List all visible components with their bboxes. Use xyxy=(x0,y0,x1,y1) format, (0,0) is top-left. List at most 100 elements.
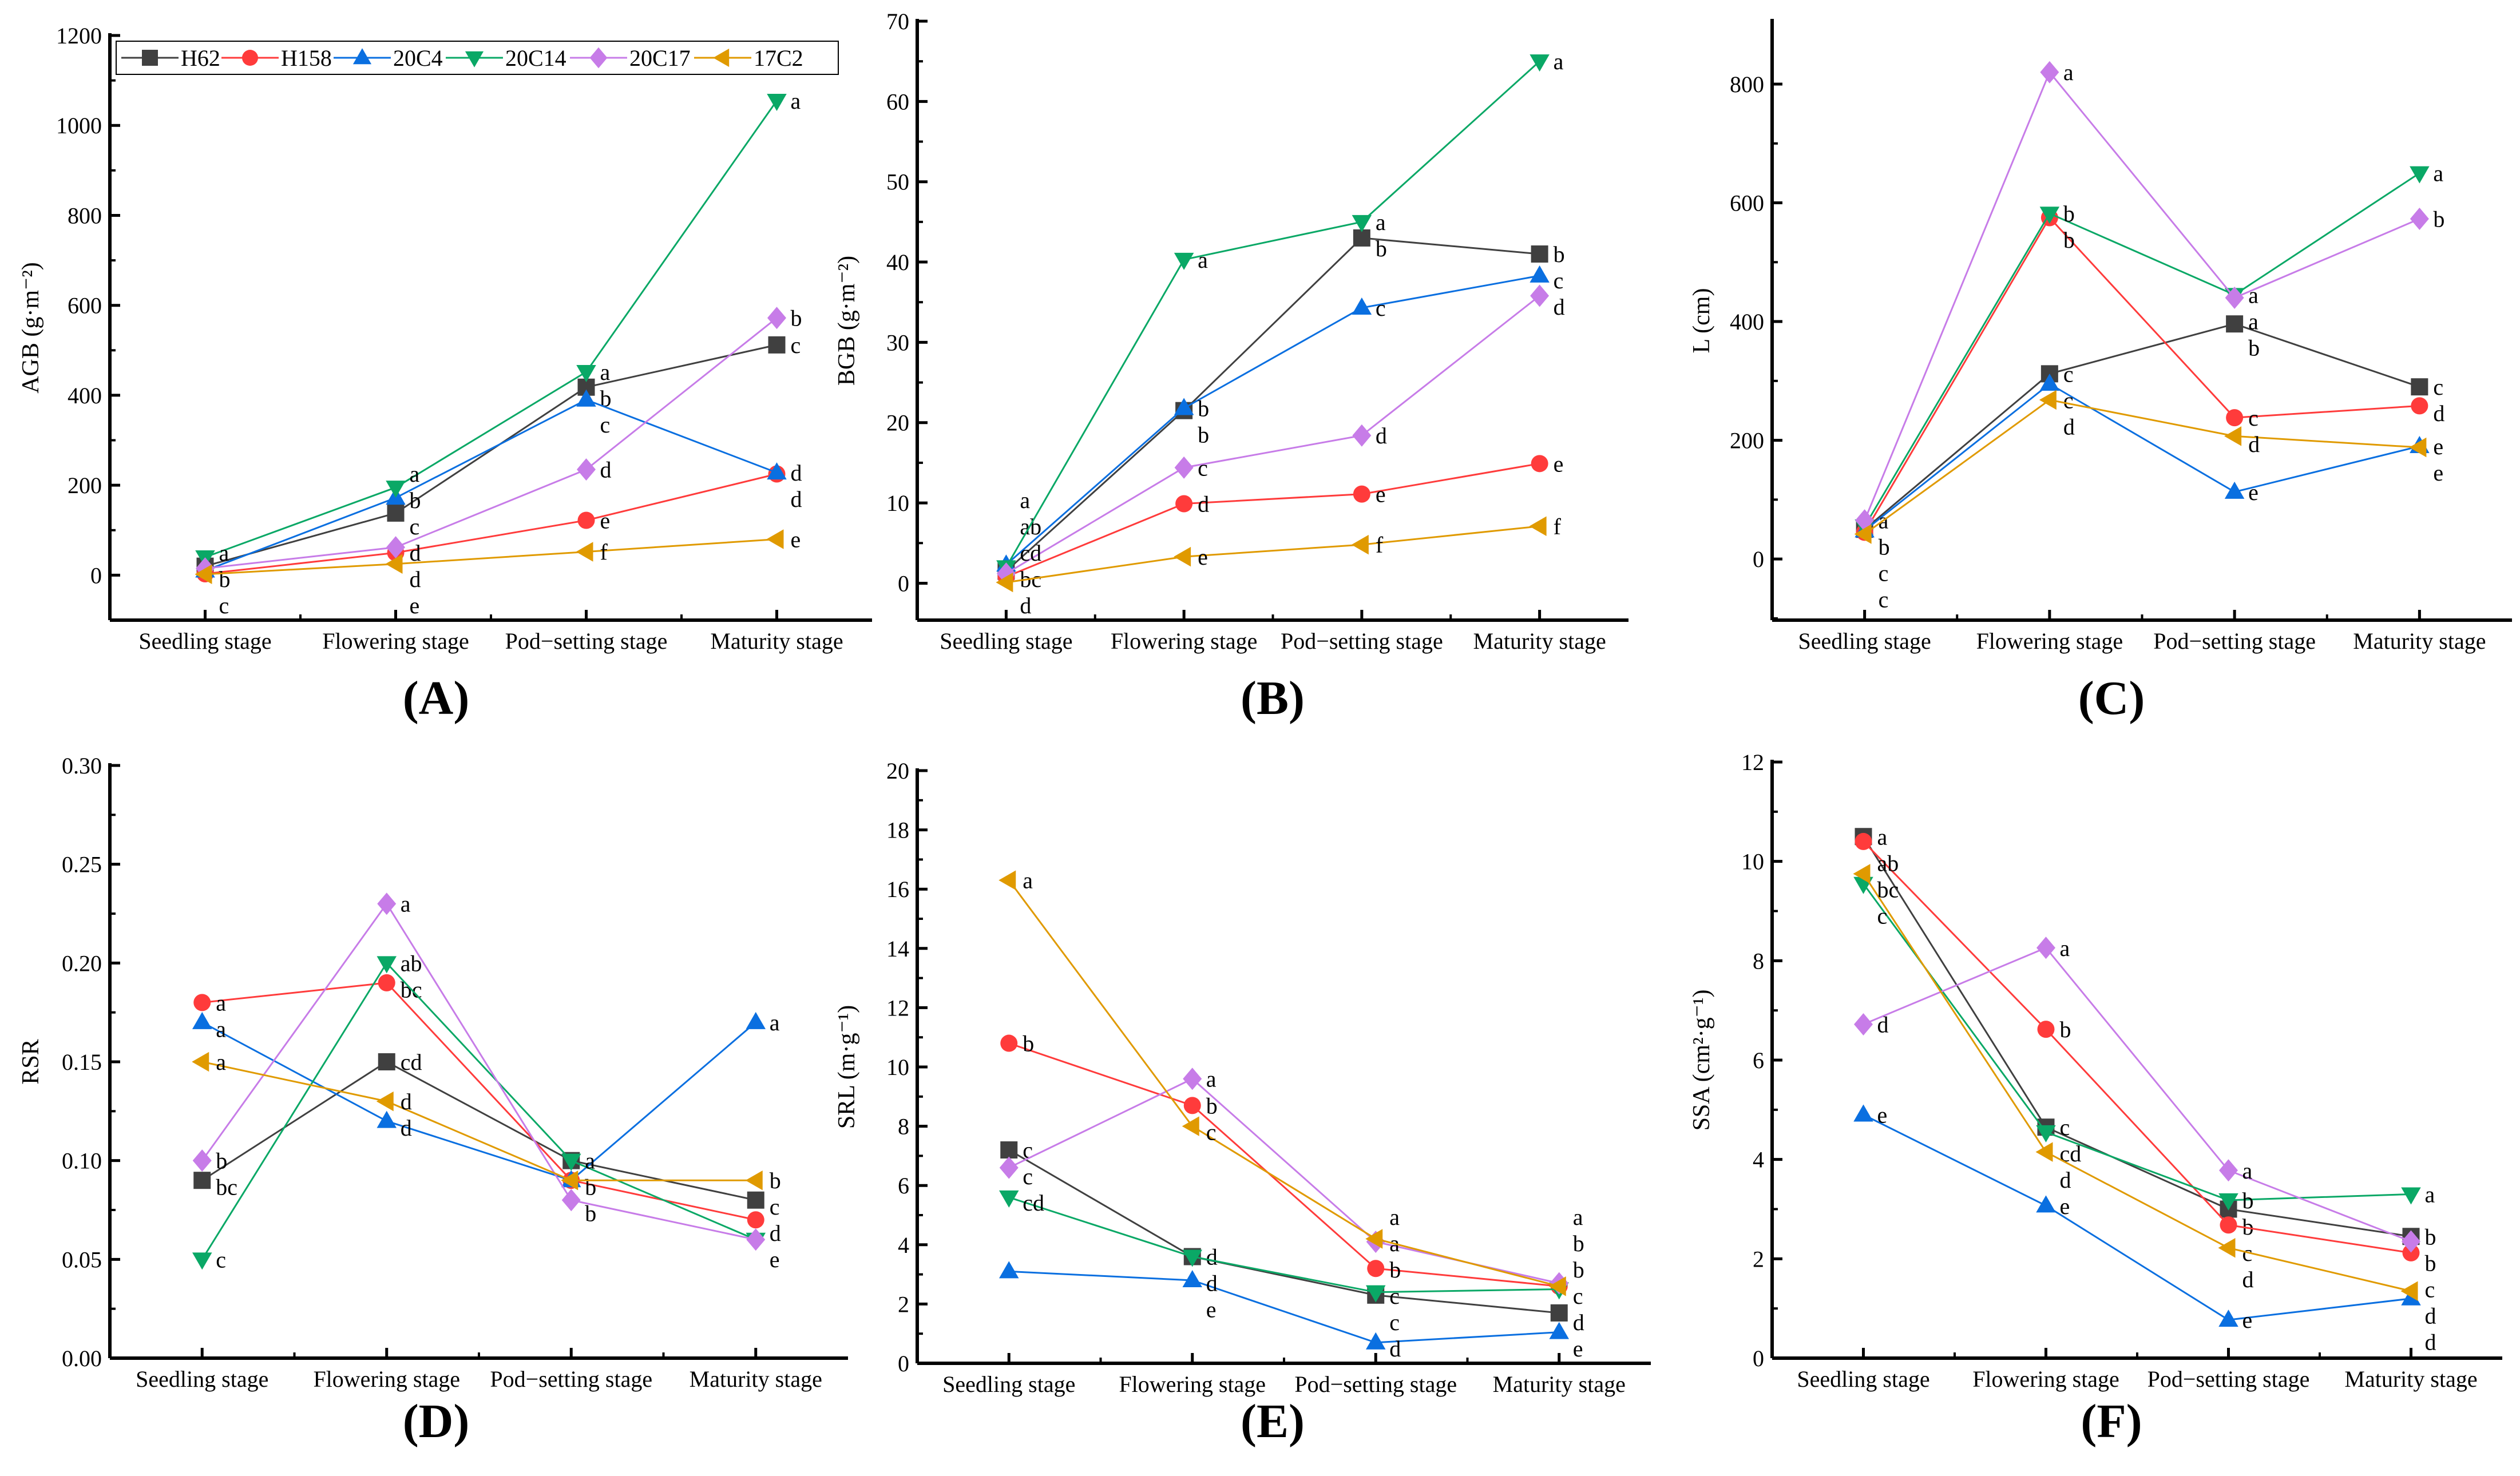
data-point xyxy=(2224,426,2242,446)
data-point xyxy=(1000,1034,1018,1052)
y-tick-label: 14 xyxy=(886,936,909,962)
legend-marker xyxy=(465,51,484,68)
significance-letter: d xyxy=(2433,400,2444,426)
data-point xyxy=(1353,485,1370,503)
y-tick-label: 2 xyxy=(898,1291,909,1317)
data-point xyxy=(386,481,406,498)
data-point xyxy=(377,1110,397,1128)
data-point xyxy=(561,1189,581,1212)
data-point xyxy=(1548,1276,1566,1296)
y-tick-label: 600 xyxy=(1730,191,1764,216)
significance-letter: d xyxy=(401,1089,412,1114)
data-point xyxy=(1855,832,1872,850)
significance-letter: d xyxy=(791,486,802,512)
significance-letter: b xyxy=(1389,1257,1401,1283)
y-tick-label: 0 xyxy=(898,570,909,596)
data-point xyxy=(1352,424,1372,447)
data-point xyxy=(1183,1068,1202,1090)
x-tick-label: Maturity stage xyxy=(2353,628,2486,654)
significance-letter: d xyxy=(1198,491,1209,517)
significance-letter: c xyxy=(791,332,801,358)
y-tick-label: 0.00 xyxy=(62,1346,102,1371)
panel-label: (E) xyxy=(1241,1395,1305,1448)
series-line xyxy=(1863,1114,2411,1321)
x-tick-label: Pod−setting stage xyxy=(2147,1366,2310,1392)
data-point xyxy=(1530,54,1550,72)
y-tick-label: 20 xyxy=(886,758,909,784)
significance-letter: a xyxy=(410,461,420,487)
data-point xyxy=(2036,1125,2056,1142)
series-line xyxy=(205,473,777,575)
legend: H62 H158 20C4 20C14 20C17 17C2 xyxy=(116,41,839,75)
series-20C14: cd d c c xyxy=(999,1190,1583,1309)
data-point xyxy=(2226,409,2244,427)
significance-letter: e xyxy=(1206,1297,1217,1323)
series-20C4: ed e xyxy=(999,1261,1583,1362)
x-tick-label: Seedling stage xyxy=(136,1366,268,1392)
data-point xyxy=(2226,315,2244,333)
significance-letter: d xyxy=(2063,414,2075,439)
series-line xyxy=(1863,840,2411,1254)
significance-letter: a xyxy=(216,990,226,1015)
data-point xyxy=(2039,207,2060,224)
x-tick-label: Seedling stage xyxy=(1797,1366,1929,1392)
significance-letter: b xyxy=(2425,1250,2436,1276)
significance-letter: ab xyxy=(1020,514,1041,539)
x-tick-label: Maturity stage xyxy=(690,1366,822,1392)
data-point xyxy=(746,1228,766,1251)
y-tick-label: 1200 xyxy=(56,23,102,49)
significance-letter: e xyxy=(1376,482,1386,507)
significance-letter: a xyxy=(2060,935,2070,961)
data-point xyxy=(2218,1193,2238,1211)
x-tick-label: Seedling stage xyxy=(138,628,271,654)
y-tick-label: 6 xyxy=(898,1173,909,1199)
series-line xyxy=(1005,275,1540,566)
series-line xyxy=(201,961,756,1260)
significance-letter: b xyxy=(1198,422,1209,447)
data-point xyxy=(2411,397,2428,415)
data-point xyxy=(2035,1142,2053,1162)
data-point xyxy=(2411,378,2428,396)
series-line xyxy=(201,1021,756,1181)
series-line xyxy=(1864,383,2420,531)
series-20C17: b a e xyxy=(192,891,780,1272)
legend-label: 20C14 xyxy=(505,45,566,71)
y-tick-label: 4 xyxy=(1753,1147,1764,1173)
data-point xyxy=(1000,1141,1018,1159)
significance-letter: d xyxy=(1389,1336,1401,1362)
data-point xyxy=(768,336,786,354)
series-17C2: d e f f xyxy=(996,514,1562,618)
significance-letter: e xyxy=(770,1247,780,1272)
series-20C14: a a a a xyxy=(195,88,801,568)
significance-letter: a xyxy=(2433,161,2443,187)
chart-panel-a: 0 200 400 600 800 1000 1200 AGB (g·m⁻²) Seedling… xyxy=(18,23,872,725)
series-line xyxy=(205,344,777,568)
legend-label: H62 xyxy=(181,45,220,71)
panel-label: (C) xyxy=(2078,672,2145,725)
significance-letter: d xyxy=(401,1115,412,1141)
y-axis-label: SRL (m·g⁻¹) xyxy=(834,1005,860,1129)
significance-letter: d xyxy=(1554,294,1565,320)
y-tick-label: 0.15 xyxy=(62,1049,102,1075)
data-point xyxy=(2402,1244,2420,1261)
significance-letter: e xyxy=(2248,479,2259,505)
legend-item-20C4: 20C4 xyxy=(334,45,443,71)
significance-letter: bc xyxy=(1877,876,1899,902)
data-point xyxy=(767,93,787,111)
y-tick-label: 8 xyxy=(1753,948,1764,974)
y-tick-label: 2 xyxy=(1753,1246,1764,1272)
y-axis-label: SSA (cm²·g⁻¹) xyxy=(1689,990,1715,1131)
series-line xyxy=(201,902,756,1241)
significance-letter: c xyxy=(410,514,420,539)
significance-letter: b xyxy=(585,1201,596,1227)
significance-letter: b xyxy=(770,1168,781,1193)
significance-letter: a xyxy=(216,1016,226,1042)
significance-letter: a xyxy=(1877,824,1888,850)
data-point xyxy=(2039,374,2060,391)
y-tick-label: 1000 xyxy=(56,113,102,138)
legend-label: 17C2 xyxy=(754,45,803,71)
